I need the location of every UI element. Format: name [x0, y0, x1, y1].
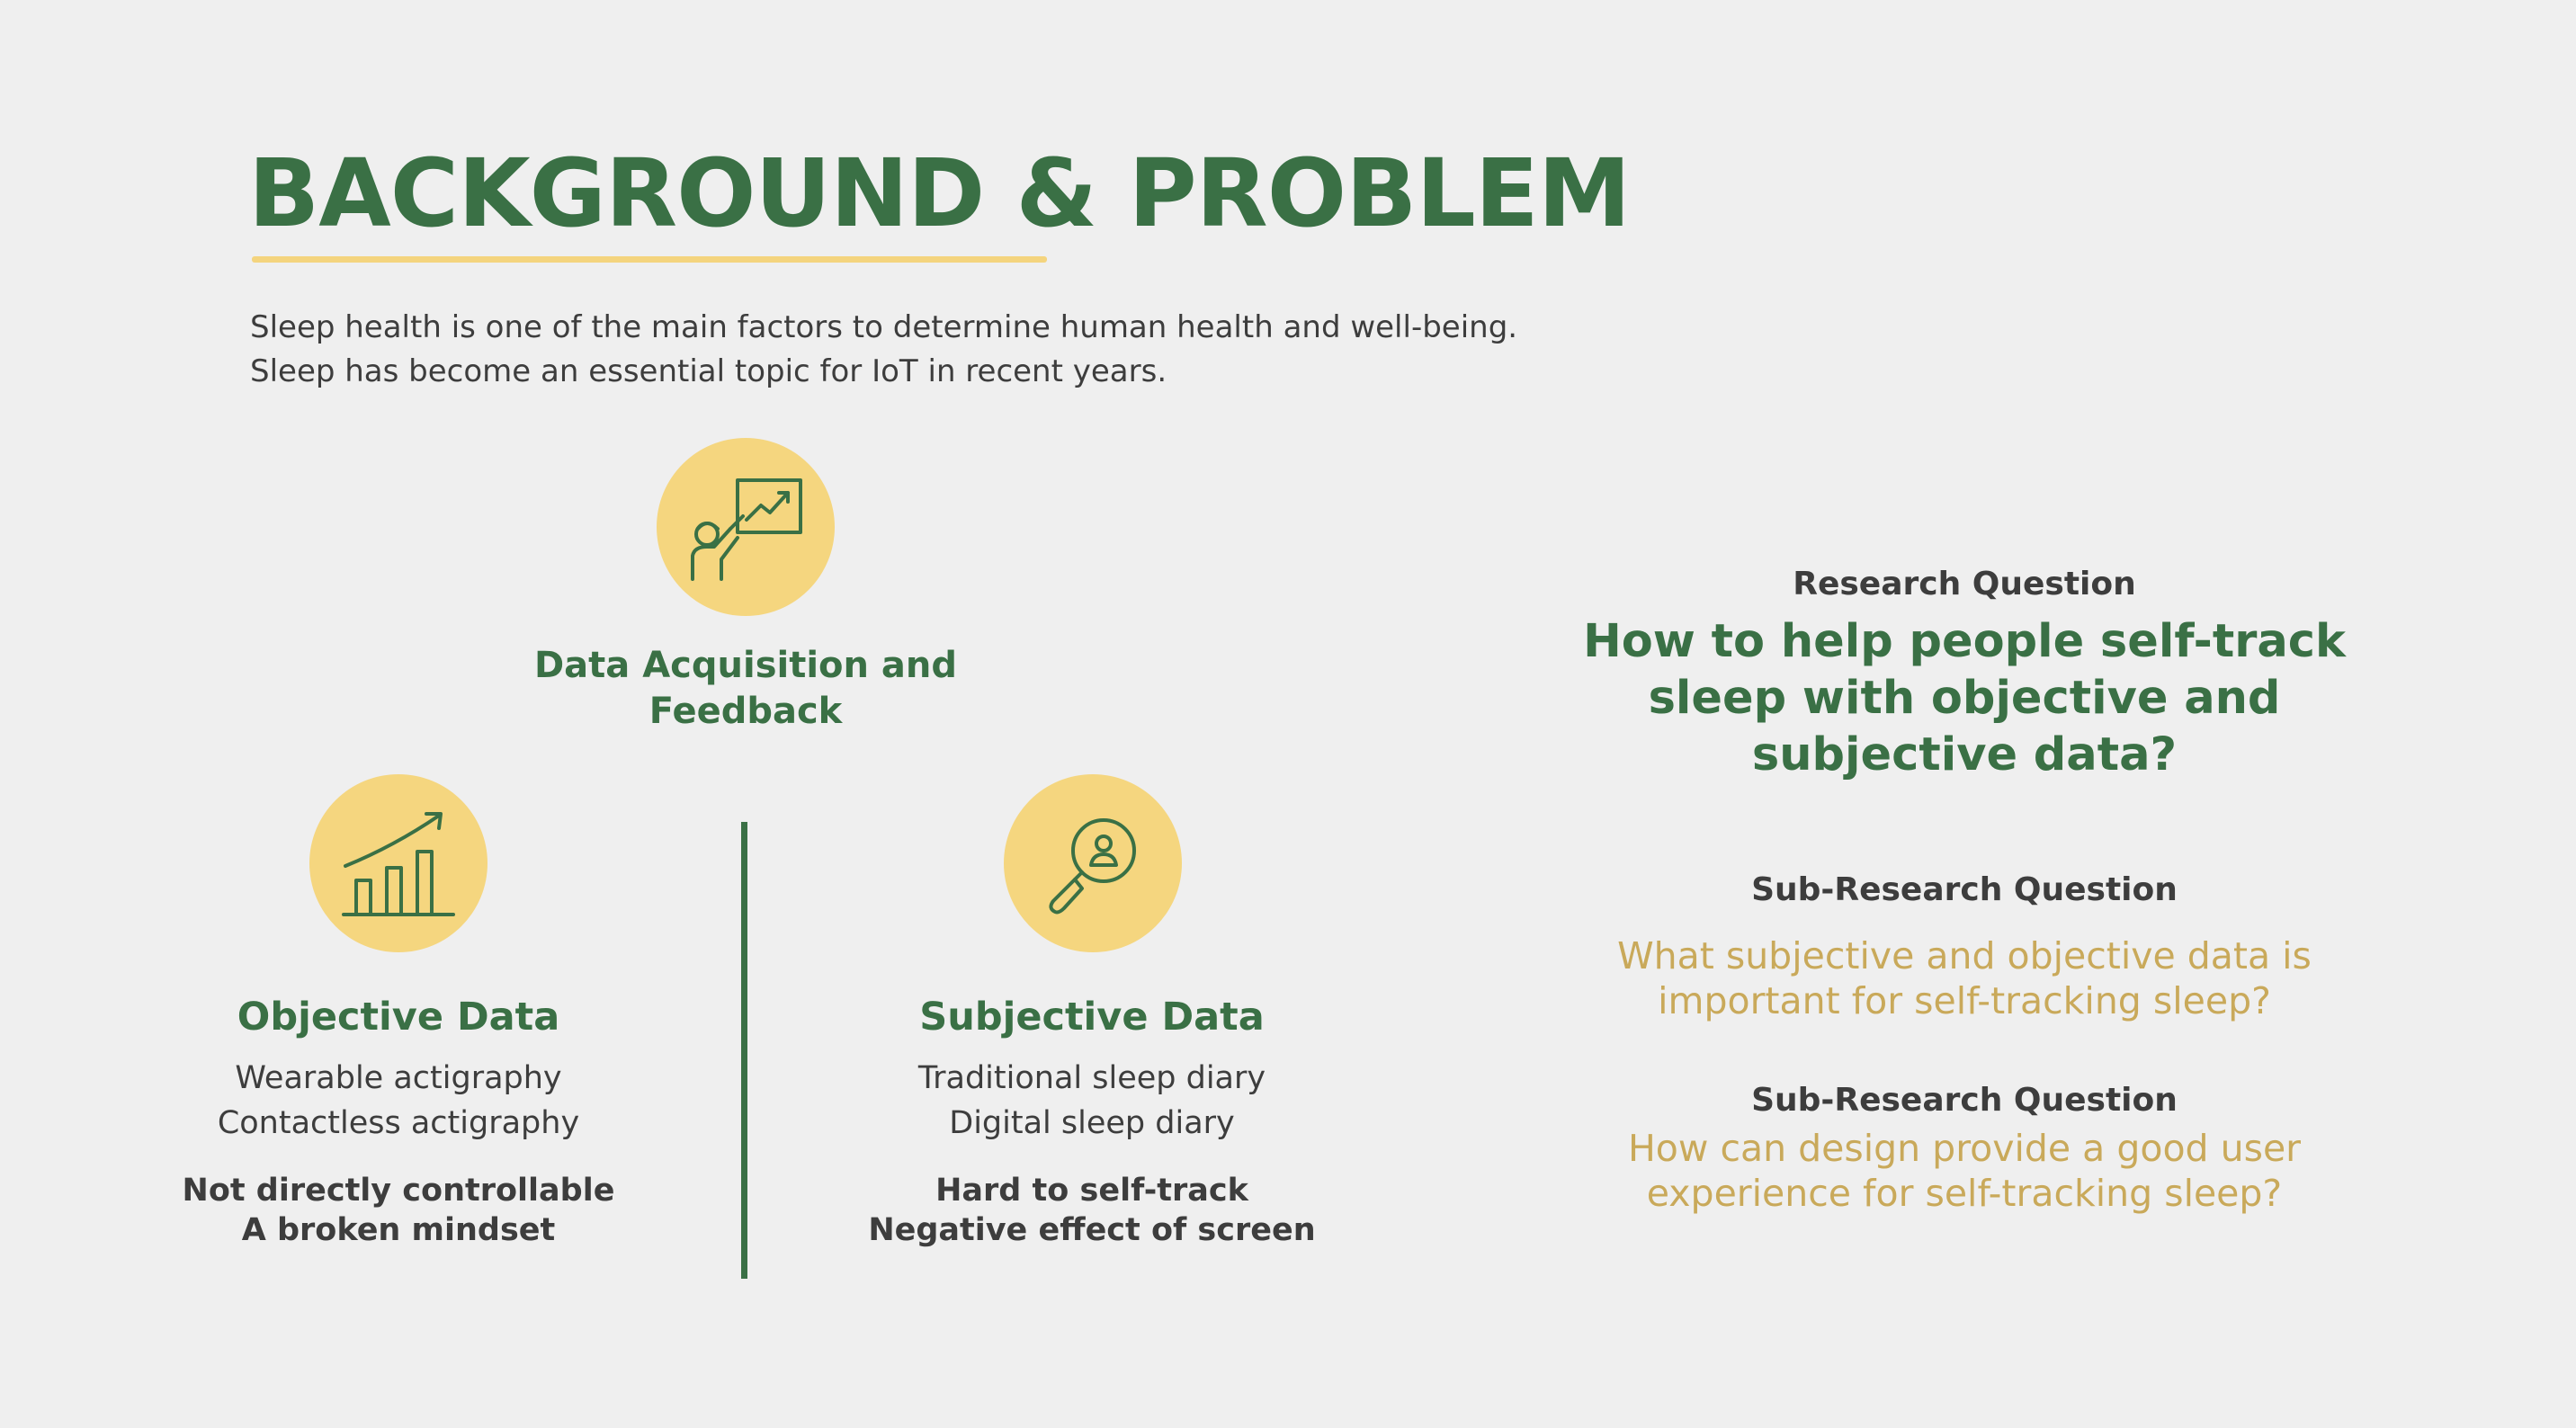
sub-research-question-label: Sub-Research Question — [1751, 1082, 2178, 1119]
presentation-chart-icon — [691, 478, 802, 581]
presentation-chart-icon-circle — [657, 438, 835, 616]
sub-research-question-label: Sub-Research Question — [1751, 871, 2178, 908]
acquisition-heading-line-2: Feedback — [648, 691, 843, 732]
acquisition-heading-line-1: Data Acquisition and — [533, 645, 958, 686]
research-question-line: How to help people self-track — [1583, 615, 2346, 668]
acquisition-heading: Data Acquisition and Feedback — [476, 643, 1015, 735]
research-question-line: sleep with objective and — [1648, 672, 2281, 725]
sub-research-question-line: How can design provide a good user — [1627, 1127, 2302, 1170]
objective-item: Contactless actigraphy — [217, 1105, 580, 1141]
objective-problem: Not directly controllable — [182, 1173, 615, 1209]
objective-problem: A broken mindset — [241, 1212, 556, 1248]
column-divider — [741, 822, 747, 1279]
objective-heading: Objective Data — [237, 995, 560, 1040]
subjective-problem: Hard to self-track — [935, 1173, 1248, 1209]
sub-research-question-1: Sub-Research Question What subjective an… — [1515, 865, 2414, 1023]
growth-bar-chart-icon — [342, 812, 455, 916]
magnifier-person-icon — [1049, 818, 1136, 915]
page-title: BACKGROUND & PROBLEM — [248, 138, 1631, 248]
intro-line-1: Sleep health is one of the main factors … — [250, 309, 1518, 345]
title-underline — [252, 256, 1047, 263]
subjective-column: Subjective Data Traditional sleep diary … — [822, 987, 1362, 1250]
intro-line-2: Sleep has become an essential topic for … — [250, 353, 1167, 389]
research-question-block: Research Question How to help people sel… — [1515, 561, 2414, 783]
subjective-item: Traditional sleep diary — [917, 1060, 1266, 1096]
subjective-heading: Subjective Data — [919, 995, 1265, 1040]
sub-research-question-2: Sub-Research Question How can design pro… — [1515, 1075, 2414, 1216]
intro-text: Sleep health is one of the main factors … — [250, 306, 1599, 394]
research-question-line: subjective data? — [1751, 728, 2178, 781]
magnifier-person-icon-circle — [1004, 774, 1182, 952]
sub-research-question-line: important for self-tracking sleep? — [1658, 979, 2271, 1022]
research-question-label: Research Question — [1793, 566, 2136, 602]
sub-research-question-line: What subjective and objective data is — [1617, 934, 2312, 977]
sub-research-question-line: experience for self-tracking sleep? — [1646, 1172, 2283, 1215]
growth-bar-chart-icon-circle — [309, 774, 487, 952]
subjective-item: Digital sleep diary — [949, 1105, 1235, 1141]
objective-column: Objective Data Wearable actigraphy Conta… — [129, 987, 668, 1250]
objective-item: Wearable actigraphy — [235, 1060, 562, 1096]
subjective-problem: Negative effect of screen — [868, 1212, 1316, 1248]
